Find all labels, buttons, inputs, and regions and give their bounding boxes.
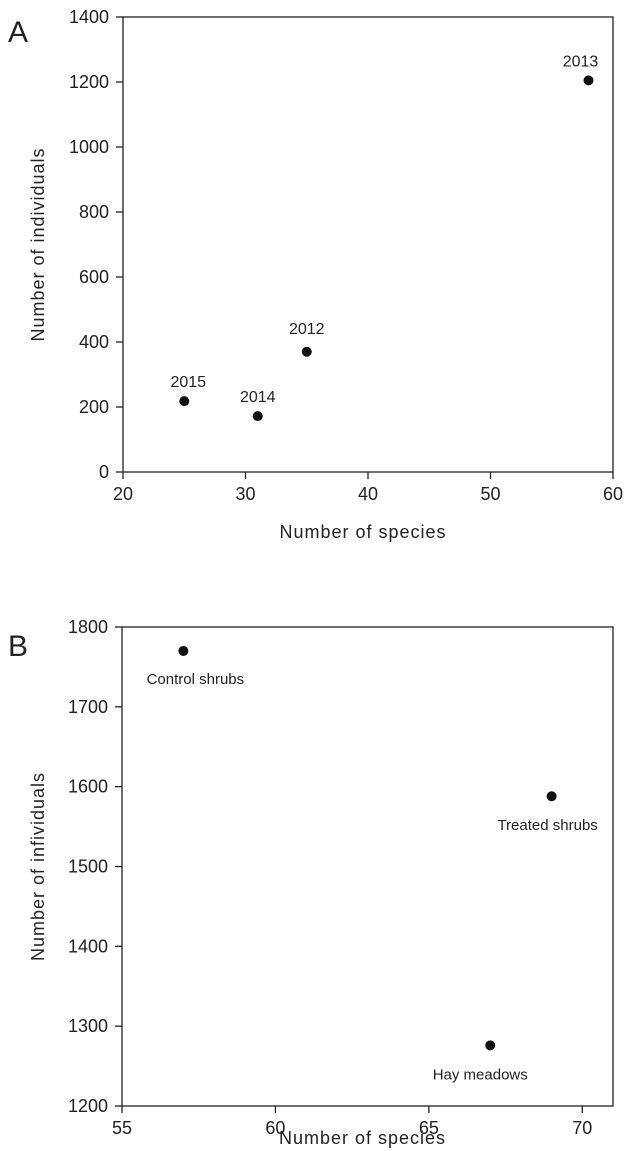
panel-a-y-tick-label: 0 (99, 462, 109, 482)
panel-a-y-tick-label: 1400 (69, 7, 109, 27)
panel-a-y-tick-label: 1200 (69, 72, 109, 92)
panel-a-data-point (179, 396, 190, 407)
panel-b-scatter-chart: B 1200 1300 1400 1500 1600 1700 1800 55 60 65 70 Num… (8, 617, 614, 1148)
panel-b-x-tick-label: 70 (572, 1118, 592, 1138)
panel-a-scatter-chart: A 0 200 400 600 800 1000 1200 1400 20 30 40 50 60 Numb… (8, 7, 623, 542)
panel-b-x-axis-title: Number of species (279, 1128, 446, 1148)
panel-b-x-tick-label: 65 (419, 1118, 439, 1138)
panel-a-y-tick-label: 1000 (69, 137, 109, 157)
panel-a-y-tick-label: 400 (79, 332, 109, 352)
panel-b-point-label: Control shrubs (147, 671, 245, 688)
panel-b-x-tick-label: 55 (112, 1118, 132, 1138)
panel-b-x-tick-label: 60 (265, 1118, 285, 1138)
panel-a-point-label: 2012 (289, 321, 325, 338)
panel-b-y-tick-label: 1600 (68, 777, 108, 797)
panel-a-data-point (301, 346, 312, 357)
panel-a-x-tick-label: 30 (235, 484, 255, 504)
panel-a-point-label: 2014 (240, 389, 276, 406)
panel-b-y-tick-label: 1800 (68, 617, 108, 637)
panel-a-y-tick-label: 800 (79, 202, 109, 222)
panel-b-y-axis-title: Number of infividuals (28, 772, 48, 961)
panel-a-x-tick-label: 20 (113, 484, 133, 504)
panel-a-point-label: 2013 (563, 53, 599, 70)
panel-b-y-tick-label: 1300 (68, 1016, 108, 1036)
panel-b-point-label: Hay meadows (433, 1066, 528, 1083)
panel-a-panel-letter: A (8, 16, 28, 49)
panel-b-y-tick-label: 1400 (68, 936, 108, 956)
panel-b-plot-frame (121, 626, 614, 1107)
panel-b-y-tick-label: 1700 (68, 697, 108, 717)
panel-a-x-tick-label: 50 (480, 484, 500, 504)
panel-b-point-label: Treated shrubs (497, 817, 597, 834)
panel-a-x-tick-label: 60 (603, 484, 623, 504)
panel-a-point-label: 2015 (170, 374, 206, 391)
panel-b-y-tick-label: 1500 (68, 857, 108, 877)
panel-a-plot-frame (122, 16, 614, 473)
panel-a-y-tick-label: 200 (79, 397, 109, 417)
panel-b-data-point (546, 791, 557, 802)
panel-a-y-tick-label: 600 (79, 267, 109, 287)
panel-a-data-point (583, 75, 594, 86)
panel-b-y-tick-label: 1200 (68, 1096, 108, 1116)
panel-a-data-point (252, 411, 263, 422)
panel-a-y-axis-title: Number of individuals (28, 147, 48, 341)
panel-b-panel-letter: B (8, 630, 28, 663)
panel-a-x-axis-title: Number of species (279, 522, 446, 542)
panel-b-data-point (178, 645, 189, 656)
panel-a-x-tick-label: 40 (358, 484, 378, 504)
panel-b-data-point (485, 1040, 496, 1051)
